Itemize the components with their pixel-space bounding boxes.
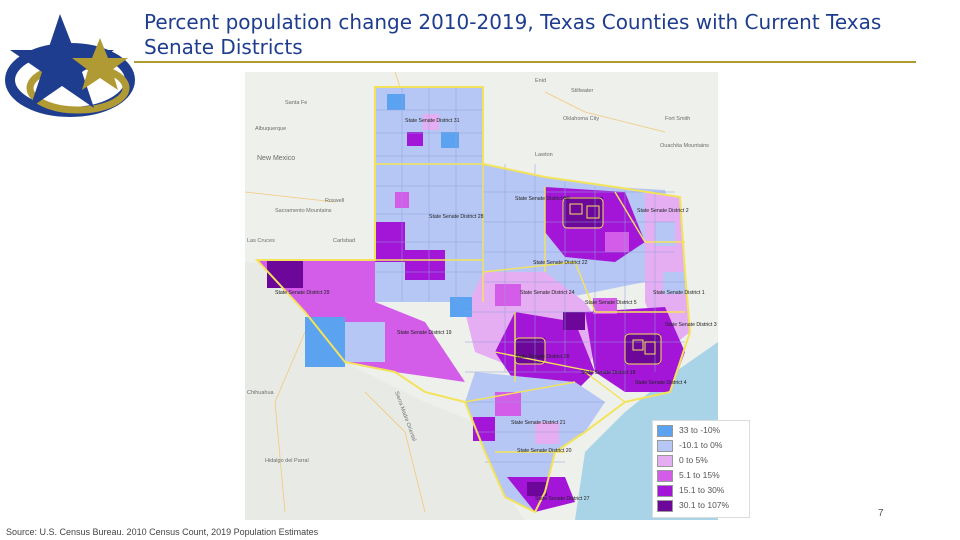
place-torreon: Hidalgo del Parral xyxy=(265,458,309,464)
district-labels: State Senate District 31 State Senate Di… xyxy=(275,118,717,502)
legend-swatch xyxy=(657,440,673,452)
title-divider xyxy=(134,61,916,63)
legend-item: 33 to -10% xyxy=(657,424,747,437)
legend-swatch xyxy=(657,425,673,437)
texas-counties xyxy=(257,87,690,512)
legend-item: 30.1 to 107% xyxy=(657,499,747,512)
place-albuquerque: Albuquerque xyxy=(255,126,286,132)
page-number: 7 xyxy=(878,508,884,519)
place-ouachita: Ouachita Mountains xyxy=(660,143,709,149)
district-label-4: State Senate District 4 xyxy=(635,380,687,386)
logo-star-icon xyxy=(5,14,135,117)
legend-swatch xyxy=(657,470,673,482)
district-label-18: State Senate District 18 xyxy=(581,370,636,376)
map-legend: 33 to -10% -10.1 to 0% 0 to 5% 5.1 to 15… xyxy=(652,420,750,518)
legend-swatch xyxy=(657,455,673,467)
district-label-27: State Senate District 27 xyxy=(535,496,590,502)
legend-item: 0 to 5% xyxy=(657,454,747,467)
district-label-3: State Senate District 3 xyxy=(665,322,717,328)
district-label-30: State Senate District 30 xyxy=(515,196,570,202)
place-sacramento: Sacramento Mountains xyxy=(275,208,332,214)
legend-item: 5.1 to 15% xyxy=(657,469,747,482)
page-title: Percent population change 2010-2019, Tex… xyxy=(144,10,882,59)
region-far-west xyxy=(257,260,465,382)
legend-item: 15.1 to 30% xyxy=(657,484,747,497)
district-label-31: State Senate District 31 xyxy=(405,118,460,124)
place-las-cruces: Las Cruces xyxy=(247,238,275,244)
texas-county-map[interactable]: New Mexico Oklahoma City Lawton Stillwat… xyxy=(245,72,718,520)
legend-label: 5.1 to 15% xyxy=(679,470,720,480)
legend-label: -10.1 to 0% xyxy=(679,440,723,450)
place-carlsbad: Carlsbad xyxy=(333,238,355,244)
legend-swatch xyxy=(657,485,673,497)
place-lawton: Lawton xyxy=(535,152,553,158)
district-label-21: State Senate District 21 xyxy=(511,420,566,426)
district-label-22: State Senate District 22 xyxy=(533,260,588,266)
place-chihuahua: Chihuahua xyxy=(247,390,275,396)
place-santa-fe: Santa Fe xyxy=(285,100,307,106)
legend-item: -10.1 to 0% xyxy=(657,439,747,452)
place-roswell: Roswell xyxy=(325,198,344,204)
map-canvas: New Mexico Oklahoma City Lawton Stillwat… xyxy=(245,72,718,520)
place-new-mexico: New Mexico xyxy=(257,155,295,162)
district-label-1: State Senate District 1 xyxy=(653,290,705,296)
legend-swatch xyxy=(657,500,673,512)
district-label-28: State Senate District 28 xyxy=(429,214,484,220)
legend-label: 0 to 5% xyxy=(679,455,708,465)
source-note: Source: U.S. Census Bureau. 2010 Census … xyxy=(6,527,319,537)
county-grid xyxy=(375,87,685,463)
district-label-20: State Senate District 20 xyxy=(517,448,572,454)
district-label-19: State Senate District 19 xyxy=(397,330,452,336)
urban-district-outlines xyxy=(514,197,662,365)
place-oklahoma-city: Oklahoma City xyxy=(563,116,599,122)
place-stillwater: Stillwater xyxy=(571,88,593,94)
texas-outline xyxy=(254,86,692,514)
district-label-26: State Senate District 26 xyxy=(515,354,570,360)
district-label-24: State Senate District 24 xyxy=(520,290,575,296)
legend-label: 15.1 to 30% xyxy=(679,485,725,495)
district-label-2: State Senate District 2 xyxy=(637,208,689,214)
legend-label: 33 to -10% xyxy=(679,425,721,435)
district-label-5: State Senate District 5 xyxy=(585,300,637,306)
district-label-29: State Senate District 29 xyxy=(275,290,330,296)
place-enid: Enid xyxy=(535,78,546,84)
place-fort-smith: Fort Smith xyxy=(665,116,690,122)
legend-label: 30.1 to 107% xyxy=(679,500,730,510)
